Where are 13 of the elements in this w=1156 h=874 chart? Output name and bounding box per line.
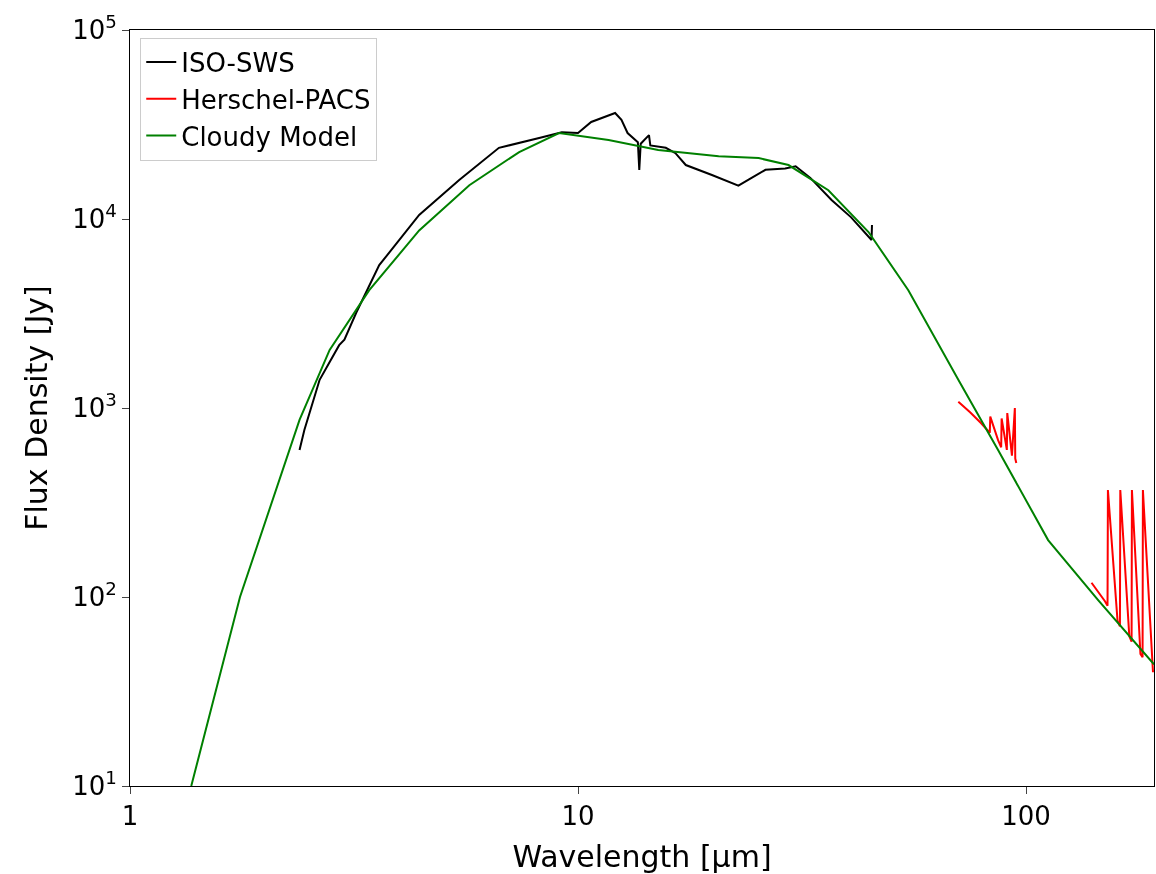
legend-label: Cloudy Model bbox=[181, 121, 358, 152]
y-tick-label: 10$^{1}$ bbox=[72, 767, 117, 802]
y-tick-label: 10$^{2}$ bbox=[72, 578, 117, 613]
x-tick-label: 10 bbox=[561, 801, 595, 832]
x-tick-label: 1 bbox=[121, 801, 139, 832]
y-tick-label: 10$^{5}$ bbox=[72, 11, 117, 46]
y-tick-label: 10$^{3}$ bbox=[72, 389, 117, 424]
x-axis-title: Wavelength [μm] bbox=[512, 838, 772, 874]
y-tick-label: 10$^{4}$ bbox=[72, 200, 117, 235]
legend-label: Herschel-PACS bbox=[181, 84, 371, 115]
y-axis-title: Flux Density [Jy] bbox=[19, 285, 55, 531]
legend-label: ISO-SWS bbox=[181, 48, 295, 79]
x-tick-label: 100 bbox=[1001, 801, 1051, 832]
